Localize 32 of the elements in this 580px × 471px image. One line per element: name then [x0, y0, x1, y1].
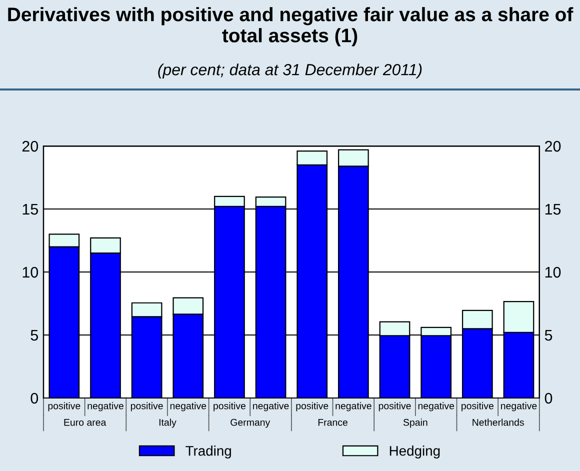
y2-tick-label: 5	[544, 330, 552, 341]
chart-subtitle: (per cent; data at 31 December 2011)	[158, 64, 422, 78]
x-tick-label: negative	[88, 402, 124, 412]
y-tick-label: 15	[22, 204, 38, 215]
y-tick-label: 5	[30, 330, 38, 341]
y-tick-label: 10	[22, 266, 38, 278]
y-tick-label: 0	[30, 392, 38, 404]
text: Spain	[403, 418, 428, 428]
x-tick-label: positive	[130, 402, 163, 412]
x-tick-label: positive	[462, 402, 494, 412]
x-tick-label: positive	[214, 402, 246, 412]
chart-title: Derivatives with positive and negative fair value as a share of total assets (1)	[8, 7, 574, 46]
text: Italy	[159, 418, 176, 428]
x-tick-label: negative	[253, 402, 289, 412]
x-tick-label: positive	[296, 402, 328, 412]
legend-label: Trading	[186, 446, 231, 458]
x-tick-label: positive	[48, 402, 80, 412]
text: Germany	[230, 418, 270, 428]
y2-tick-label: 15	[545, 204, 561, 215]
x-tick-label: negative	[170, 402, 206, 412]
y-tick-label: 20	[22, 140, 38, 152]
text: Netherlands	[472, 418, 524, 426]
x-tick-label: negative	[501, 402, 537, 412]
x-tick-label: positive	[378, 402, 411, 412]
y2-tick-label: 20	[545, 140, 561, 152]
text: France	[318, 419, 348, 426]
legend-label: Hedging	[390, 446, 440, 458]
x-tick-label: negative	[336, 402, 372, 412]
y2-tick-label: 10	[545, 266, 561, 278]
x-tick-label: negative	[418, 402, 454, 412]
text: Euro area	[64, 419, 106, 426]
y2-tick-label: 0	[544, 392, 552, 404]
